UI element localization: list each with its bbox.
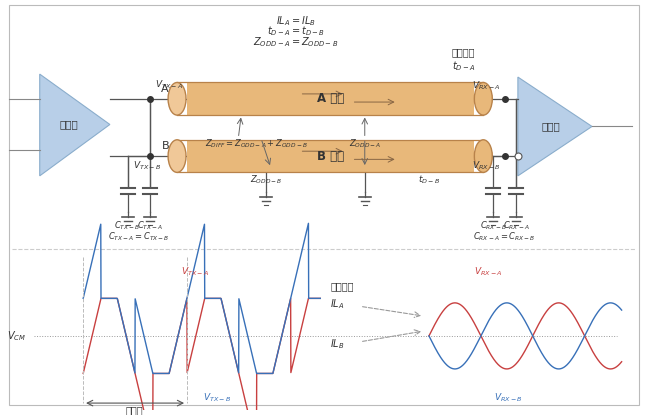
Text: $C_{TX-B}$: $C_{TX-B}$ bbox=[115, 219, 141, 232]
Text: A: A bbox=[161, 84, 169, 94]
Bar bbox=[187, 140, 474, 172]
Ellipse shape bbox=[168, 83, 186, 115]
Text: $IL_A$: $IL_A$ bbox=[330, 298, 345, 311]
Text: $V_{RX-B}$: $V_{RX-B}$ bbox=[472, 160, 500, 172]
Text: B: B bbox=[161, 141, 169, 151]
Text: $V_{RX-B}$: $V_{RX-B}$ bbox=[494, 392, 522, 404]
Text: $V_{TX-B}$: $V_{TX-B}$ bbox=[133, 160, 161, 172]
Ellipse shape bbox=[474, 83, 492, 115]
Text: $IL_A = IL_B$: $IL_A = IL_B$ bbox=[275, 14, 316, 28]
Text: $V_{CM}$: $V_{CM}$ bbox=[7, 329, 26, 343]
Text: $C_{TX-A} = C_{TX-B}$: $C_{TX-A} = C_{TX-B}$ bbox=[108, 231, 169, 243]
Text: 插入损耗: 插入损耗 bbox=[330, 281, 354, 291]
Ellipse shape bbox=[474, 140, 492, 172]
Ellipse shape bbox=[168, 140, 186, 172]
Text: B 线路: B 线路 bbox=[317, 149, 343, 163]
Text: 传播延迟: 传播延迟 bbox=[452, 47, 475, 57]
Text: A 线路: A 线路 bbox=[317, 92, 344, 105]
Polygon shape bbox=[518, 77, 592, 176]
Text: 位时间: 位时间 bbox=[126, 405, 143, 415]
Text: $Z_{ODD-A}$: $Z_{ODD-A}$ bbox=[349, 138, 381, 151]
Text: $Z_{DIFF} = Z_{ODD-A} + Z_{ODD-B}$: $Z_{DIFF} = Z_{ODD-A} + Z_{ODD-B}$ bbox=[205, 138, 308, 151]
Text: 驱动器: 驱动器 bbox=[59, 120, 78, 129]
Text: $V_{TX-A}$: $V_{TX-A}$ bbox=[156, 79, 183, 91]
Text: $C_{RX-A} = C_{RX-B}$: $C_{RX-A} = C_{RX-B}$ bbox=[473, 231, 535, 243]
Bar bbox=[187, 83, 474, 115]
Text: $t_{D-B}$: $t_{D-B}$ bbox=[418, 173, 440, 186]
Text: $Z_{ODD-A} = Z_{ODD-B}$: $Z_{ODD-A} = Z_{ODD-B}$ bbox=[253, 36, 338, 49]
Text: $IL_B$: $IL_B$ bbox=[330, 337, 345, 351]
Polygon shape bbox=[40, 74, 110, 176]
Text: $t_{D-A} = t_{D-B}$: $t_{D-A} = t_{D-B}$ bbox=[266, 25, 325, 39]
Text: $V_{TX-A}$: $V_{TX-A}$ bbox=[181, 266, 209, 278]
Text: $t_{D-A}$: $t_{D-A}$ bbox=[452, 59, 476, 73]
Text: $V_{RX-A}$: $V_{RX-A}$ bbox=[474, 266, 502, 278]
Text: 接收器: 接收器 bbox=[541, 122, 560, 132]
Text: $C_{RX-A}$: $C_{RX-A}$ bbox=[503, 219, 529, 232]
Text: $V_{RX-A}$: $V_{RX-A}$ bbox=[472, 80, 500, 92]
Text: $C_{RX-B}$: $C_{RX-B}$ bbox=[480, 219, 507, 232]
Text: $Z_{ODD-B}$: $Z_{ODD-B}$ bbox=[249, 173, 282, 186]
Text: $C_{TX-A}$: $C_{TX-A}$ bbox=[137, 219, 163, 232]
Text: $V_{TX-B}$: $V_{TX-B}$ bbox=[203, 392, 231, 404]
